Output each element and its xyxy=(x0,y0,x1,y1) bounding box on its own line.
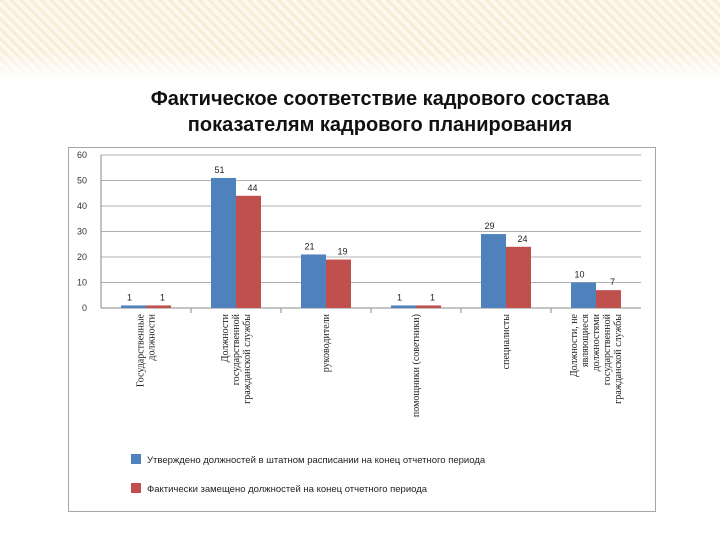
category-label-line: государственной xyxy=(602,313,613,385)
data-label: 51 xyxy=(214,165,224,175)
bar xyxy=(571,282,596,308)
category-label-line: специалисты xyxy=(501,314,512,370)
category-label-line: гражданской службы xyxy=(613,314,624,404)
data-label: 1 xyxy=(430,292,435,302)
chart-area: 0 10 20 30 40 50 60 1 1 Государственныедолжности 5… xyxy=(68,147,656,512)
slide-title-line-2: показателям кадрового планирования xyxy=(187,114,573,136)
category-label-line: руководители xyxy=(321,313,332,372)
category-label: помощники (советники) xyxy=(411,314,422,417)
category-label-line: Должности xyxy=(220,313,231,362)
legend-label: Фактически замещено должностей на конец … xyxy=(147,484,428,495)
decorative-stripe-band xyxy=(0,0,720,80)
legend-swatch xyxy=(131,454,141,464)
category-label: Государственныедолжности xyxy=(136,313,158,387)
category-label-line: должностями xyxy=(591,313,602,371)
category-label-line: Должности, не xyxy=(569,313,580,377)
data-label: 10 xyxy=(574,270,584,280)
slide-title: Фактическое соответствие кадрового соста… xyxy=(60,86,700,138)
y-tick-label: 30 xyxy=(77,227,87,237)
category-label: Должностигосударственнойгражданской служ… xyxy=(220,313,253,403)
bar xyxy=(416,305,441,308)
y-tick-label: 60 xyxy=(77,150,87,160)
bar xyxy=(236,195,261,308)
data-label: 1 xyxy=(127,292,132,302)
data-label: 19 xyxy=(337,247,347,257)
category-label: Должности, неявляющиесядолжностямигосуда… xyxy=(569,313,624,403)
bar xyxy=(481,234,506,308)
y-tick-label: 0 xyxy=(82,303,87,313)
y-tick-label: 20 xyxy=(77,252,87,262)
bar xyxy=(121,305,146,308)
slide-title-line-1: Фактическое соответствие кадрового соста… xyxy=(150,88,610,110)
data-label: 21 xyxy=(304,241,314,251)
data-label: 29 xyxy=(484,221,494,231)
category-label: специалисты xyxy=(501,314,512,370)
bar xyxy=(301,254,326,308)
data-label: 7 xyxy=(610,277,615,287)
category-label-line: должности xyxy=(147,313,158,360)
category-label-line: помощники (советники) xyxy=(411,314,422,417)
data-label: 1 xyxy=(160,292,165,302)
legend-swatch xyxy=(131,483,141,493)
category-label-line: государственной xyxy=(231,313,242,385)
y-tick-label: 10 xyxy=(77,278,87,288)
bar xyxy=(146,305,171,308)
data-label: 44 xyxy=(247,183,257,193)
legend-label: Утверждено должностей в штатном расписан… xyxy=(147,455,486,466)
category-label-line: являющиеся xyxy=(580,314,591,367)
category-label: руководители xyxy=(321,313,332,372)
data-label: 1 xyxy=(397,292,402,302)
bar xyxy=(506,246,531,308)
y-tick-label: 40 xyxy=(77,201,87,211)
category-label-line: Государственные xyxy=(136,313,147,387)
data-label: 24 xyxy=(517,234,527,244)
bar xyxy=(326,259,351,308)
bar-chart: 0 10 20 30 40 50 60 1 1 Государственныедолжности 5… xyxy=(77,150,641,495)
y-tick-label: 50 xyxy=(77,176,87,186)
bar xyxy=(211,177,236,308)
bar xyxy=(391,305,416,308)
category-label-line: гражданской службы xyxy=(242,314,253,404)
bar xyxy=(596,290,621,308)
